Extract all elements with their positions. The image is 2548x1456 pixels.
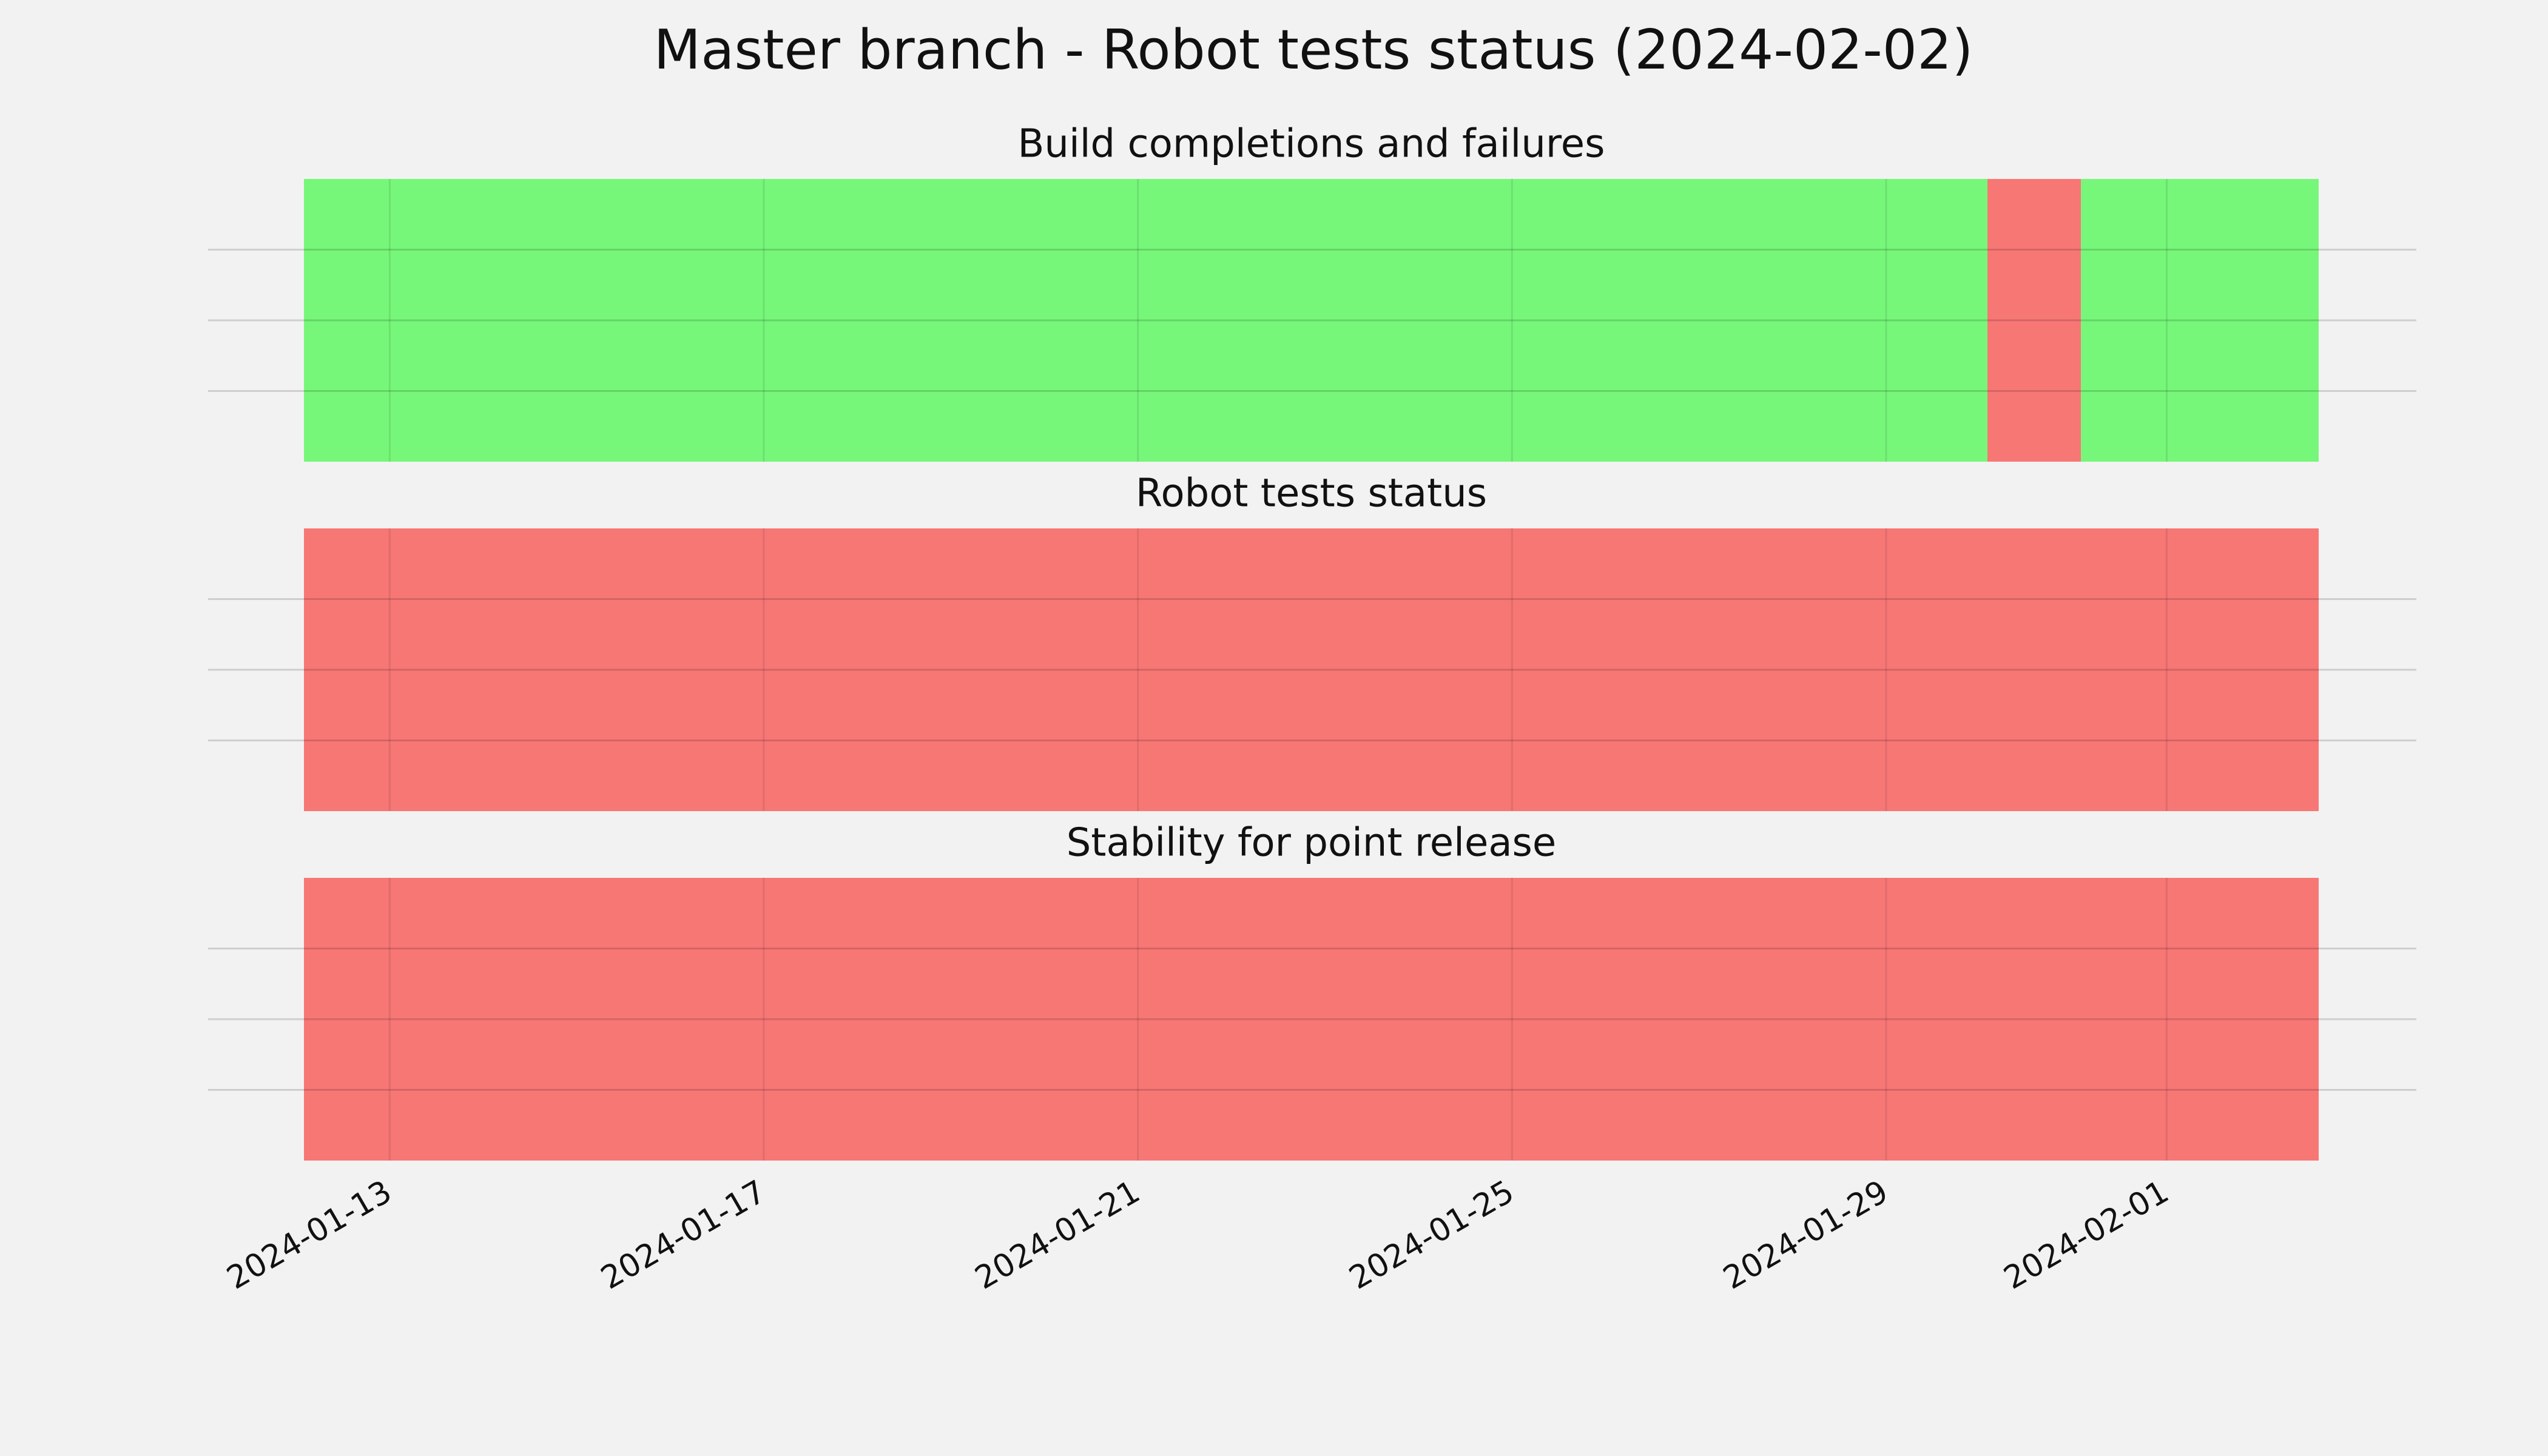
status-segment [304, 878, 2319, 1161]
panel-title: Build completions and failures [1018, 122, 1605, 167]
panel-title: Robot tests status [1136, 471, 1487, 516]
main-title: Master branch - Robot tests status (2024… [654, 18, 1973, 82]
status-segment [304, 528, 2319, 811]
status-segment [2081, 179, 2319, 462]
status-segment [304, 179, 1987, 462]
panel-title: Stability for point release [1067, 821, 1557, 866]
status-segment [1987, 179, 2081, 462]
